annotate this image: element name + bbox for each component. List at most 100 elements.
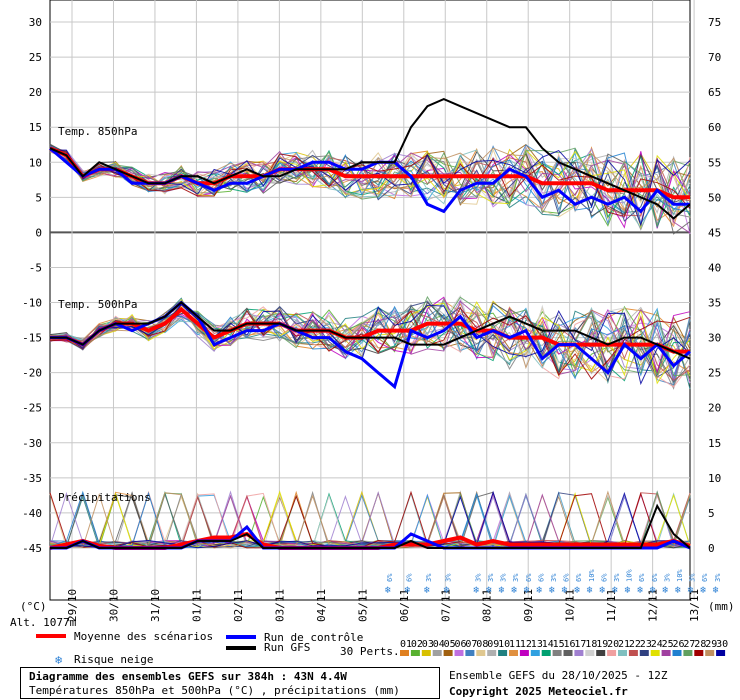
pert-number: 24 (651, 639, 663, 650)
y-right-tick: 75 (708, 16, 721, 29)
pert-number: 15 (553, 639, 565, 650)
snowflake-icon: ❄ (662, 585, 669, 596)
pert-swatch (716, 650, 726, 656)
legend-gfs-label: Run GFS (264, 641, 310, 654)
pert-swatch (563, 650, 573, 656)
y-left-unit: (°C) (20, 600, 47, 613)
footer-copyright: Copyright 2025 Meteociel.fr (449, 685, 628, 698)
pert-swatch (574, 650, 584, 656)
x-date-tick: 13/11 (688, 589, 701, 622)
altitude-label: Alt. 1077m (10, 616, 77, 629)
snow-percent-label: 3% (474, 573, 482, 582)
legend-mean-label: Moyenne des scénarios (74, 630, 213, 643)
snowflake-icon: ❄ (675, 585, 682, 596)
snow-percent-label: 3% (689, 573, 697, 582)
y-left-tick: 30 (29, 16, 42, 29)
perturbation-t850-06 (49, 145, 691, 235)
x-date-tick: 12/11 (647, 589, 660, 622)
perturbation-t500-28 (49, 303, 691, 380)
x-date-tick: 05/11 (356, 589, 369, 622)
y-right-tick: 65 (708, 86, 721, 99)
pert-number: 08 (476, 639, 488, 650)
pert-swatch (509, 650, 518, 656)
snow-percent-label: 3% (425, 573, 433, 582)
pert-swatch (410, 650, 420, 656)
legend-snow-label: Risque neige (74, 653, 153, 666)
pert-number: 07 (465, 639, 477, 650)
snowflake-icon: ❄ (511, 585, 518, 596)
legend-control-label: Run de contrôle (264, 631, 363, 644)
main-series-lines (49, 98, 691, 550)
pert-swatch (585, 650, 595, 656)
y-left-tick: -15 (22, 332, 42, 345)
y-right-tick: 20 (708, 402, 721, 415)
y-left-tick: 20 (29, 86, 42, 99)
y-right-tick: 60 (708, 121, 721, 134)
pert-number: 23 (640, 639, 652, 650)
pert-number: 22 (629, 639, 641, 650)
pert-number: 03 (422, 639, 434, 650)
pert-swatch (400, 650, 409, 656)
pert-number: 20 (607, 639, 619, 650)
y-right-tick: 35 (708, 297, 721, 310)
y-left-tick: -45 (22, 542, 42, 555)
pert-swatch (465, 650, 475, 656)
pert-swatch (639, 650, 649, 656)
pert-number: 05 (444, 639, 456, 650)
perturbation-legend: 0102030405060708091011121314151617181920… (400, 639, 728, 656)
pert-swatch (596, 650, 606, 656)
pert-swatch (694, 650, 704, 656)
y-left-tick: -20 (22, 367, 42, 380)
snow-percent-label: 6% (386, 573, 394, 582)
x-date-tick: 08/11 (481, 589, 494, 622)
snow-percent-label: 3% (613, 573, 621, 582)
snow-percent-label: 6% (563, 573, 571, 582)
pert-number: 12 (520, 639, 532, 650)
perturbation-t850-11 (49, 144, 691, 221)
y-right-tick: 0 (708, 542, 715, 555)
snow-percent-label: 6% (575, 573, 583, 582)
pert-swatch (498, 650, 508, 656)
y-right-tick: 25 (708, 367, 721, 380)
y-right-tick: 15 (708, 437, 721, 450)
snowflake-icon: ❄ (473, 585, 480, 596)
y-left-tick: 25 (29, 51, 42, 64)
y-right-tick: 10 (708, 472, 721, 485)
y-right-tick: 70 (708, 51, 721, 64)
x-date-tick: 02/11 (232, 589, 245, 622)
snow-percent-label: 6% (638, 573, 646, 582)
pert-number: 04 (433, 639, 445, 650)
pert-swatch (618, 650, 627, 656)
series-2-precip (50, 503, 691, 549)
snow-percent-label: 10% (676, 569, 684, 582)
pert-swatch (487, 650, 497, 656)
x-date-tick: 11/11 (605, 589, 618, 622)
pert-number: 18 (585, 639, 597, 650)
pert-swatch (683, 650, 693, 656)
y-right-tick: 30 (708, 332, 721, 345)
pert-swatch (519, 650, 529, 656)
pert-number: 14 (542, 639, 554, 650)
snow-percent-label: 10% (626, 569, 634, 582)
snowflake-icon: ❄ (713, 585, 720, 596)
y-left-tick: -10 (22, 297, 42, 310)
panel-label-850: Temp. 850hPa (58, 125, 137, 138)
snow-percent-label: 6% (537, 573, 545, 582)
snowflake-icon: ❄ (524, 585, 531, 596)
x-date-tick: 30/10 (107, 589, 120, 622)
snowflake-icon: ❄ (549, 585, 556, 596)
snow-percent-label: 3% (500, 573, 508, 582)
y-left-tick: -30 (22, 437, 42, 450)
snowflake-icon: ❄ (700, 585, 707, 596)
y-left-tick: 10 (29, 156, 42, 169)
pert-swatch (530, 650, 540, 656)
y-right-tick: 50 (708, 191, 721, 204)
snowflake-icon: ❄ (486, 585, 493, 596)
y-left-tick: 0 (35, 226, 42, 239)
snow-percent-label: 3% (512, 573, 520, 582)
footer-subtitle: Températures 850hPa et 500hPa (°C) , pré… (29, 684, 400, 697)
pert-swatch (454, 650, 464, 656)
x-date-tick: 29/10 (66, 589, 79, 622)
pert-number: 30 (716, 639, 728, 650)
